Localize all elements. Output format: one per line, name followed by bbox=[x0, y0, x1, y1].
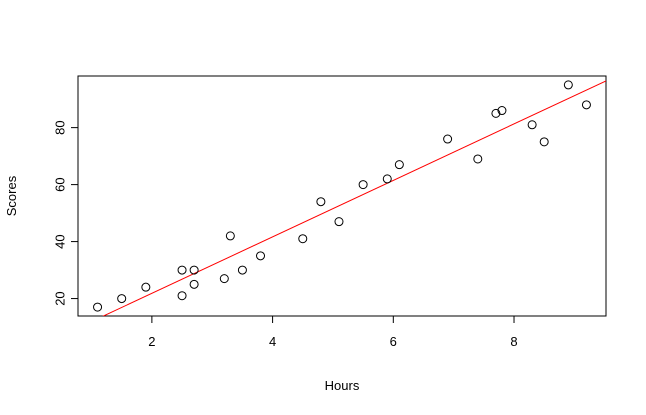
point bbox=[189, 279, 199, 289]
point bbox=[497, 106, 507, 116]
point bbox=[225, 231, 235, 241]
point bbox=[581, 100, 591, 110]
point bbox=[473, 154, 483, 164]
plot-box bbox=[77, 75, 607, 317]
point bbox=[382, 174, 392, 184]
point bbox=[563, 80, 573, 90]
y-axis-label: Scores bbox=[4, 175, 19, 216]
x-axis-label: Hours bbox=[325, 378, 360, 393]
regression-line bbox=[102, 80, 606, 316]
point bbox=[219, 274, 229, 284]
point bbox=[117, 294, 127, 304]
y-tick-label: 80 bbox=[52, 120, 67, 134]
x-tick-label: 2 bbox=[148, 334, 155, 349]
point bbox=[177, 265, 187, 275]
x-tick-label: 4 bbox=[269, 334, 276, 349]
point bbox=[491, 108, 501, 118]
point bbox=[358, 180, 368, 190]
point bbox=[189, 265, 199, 275]
point bbox=[539, 137, 549, 147]
point bbox=[141, 282, 151, 292]
point bbox=[256, 251, 266, 261]
point bbox=[177, 291, 187, 301]
point bbox=[443, 134, 453, 144]
y-tick-label: 20 bbox=[52, 291, 67, 305]
y-tick-label: 40 bbox=[52, 234, 67, 248]
point bbox=[237, 265, 247, 275]
point bbox=[334, 217, 344, 227]
point bbox=[527, 120, 537, 130]
x-tick-label: 8 bbox=[510, 334, 517, 349]
point bbox=[93, 302, 103, 312]
point bbox=[298, 234, 308, 244]
point bbox=[394, 160, 404, 170]
y-tick-label: 60 bbox=[52, 177, 67, 191]
x-tick-label: 6 bbox=[390, 334, 397, 349]
point bbox=[316, 197, 326, 207]
